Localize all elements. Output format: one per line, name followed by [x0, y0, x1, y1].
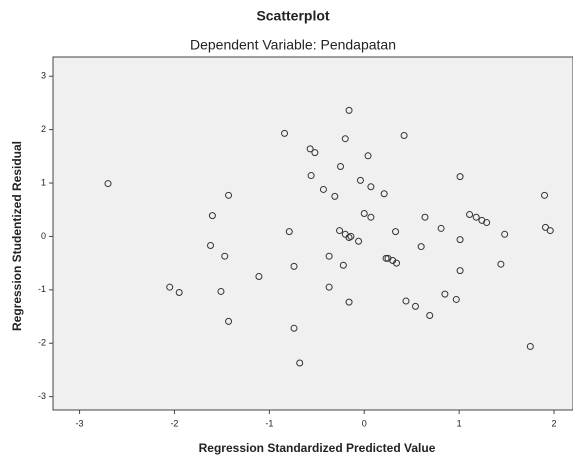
plot-area	[52, 56, 573, 411]
point	[311, 149, 319, 157]
point	[290, 324, 298, 332]
point	[331, 192, 339, 200]
point	[456, 236, 464, 244]
y-tick-label: -2	[38, 338, 46, 348]
point	[345, 298, 353, 306]
point	[456, 267, 464, 275]
x-tick-label: -3	[76, 418, 84, 428]
point	[437, 224, 445, 232]
point	[367, 183, 375, 191]
point	[175, 289, 183, 297]
point	[166, 283, 174, 291]
point	[341, 135, 349, 143]
point	[526, 342, 534, 350]
point	[337, 162, 345, 170]
point	[456, 173, 464, 181]
point	[426, 311, 434, 319]
y-tick-label: 3	[41, 71, 46, 81]
point	[360, 209, 368, 217]
point	[225, 317, 233, 325]
point	[296, 359, 304, 367]
chart-subtitle: Dependent Variable: Pendapatan	[190, 37, 396, 53]
point	[402, 297, 410, 305]
point	[221, 252, 229, 260]
point	[325, 252, 333, 260]
point	[208, 212, 216, 220]
point	[319, 185, 327, 193]
point	[466, 211, 474, 219]
point	[541, 223, 549, 231]
point	[411, 302, 419, 310]
y-tick-label: 1	[41, 177, 46, 187]
point	[281, 129, 289, 137]
point	[452, 295, 460, 303]
y-tick-label: -1	[38, 284, 46, 294]
x-axis-label: Regression Standardized Predicted Value	[199, 441, 436, 455]
y-tick-label: 2	[41, 124, 46, 134]
point	[285, 228, 293, 236]
x-tick-label: 0	[362, 418, 367, 428]
point	[417, 243, 425, 251]
point	[546, 227, 554, 235]
point	[421, 213, 429, 221]
y-tick-label: 0	[41, 231, 46, 241]
point	[355, 237, 363, 245]
point	[347, 232, 355, 240]
chart-title: Scatterplot	[256, 8, 329, 24]
x-tick-label: 2	[552, 418, 557, 428]
point	[364, 152, 372, 160]
point	[255, 272, 263, 280]
point	[393, 259, 401, 267]
point	[472, 213, 480, 221]
point	[290, 262, 298, 270]
x-tick-label: -1	[265, 418, 273, 428]
point	[306, 145, 314, 153]
point	[367, 213, 375, 221]
point	[400, 132, 408, 140]
point	[356, 176, 364, 184]
x-tick-label: -2	[170, 418, 178, 428]
y-tick-label: -3	[38, 391, 46, 401]
point	[380, 190, 388, 198]
point	[225, 191, 233, 199]
point	[501, 230, 509, 238]
point	[497, 260, 505, 268]
point	[104, 180, 112, 188]
x-tick-label: 1	[457, 418, 462, 428]
point	[441, 290, 449, 298]
point	[339, 261, 347, 269]
point	[336, 227, 344, 235]
point	[307, 172, 315, 180]
point	[345, 106, 353, 114]
point	[541, 191, 549, 199]
point	[382, 254, 390, 262]
point	[483, 219, 491, 227]
y-axis-label: Regression Studentized Residual	[10, 141, 24, 331]
point	[392, 228, 400, 236]
point	[325, 283, 333, 291]
point	[217, 287, 225, 295]
point	[207, 242, 215, 250]
